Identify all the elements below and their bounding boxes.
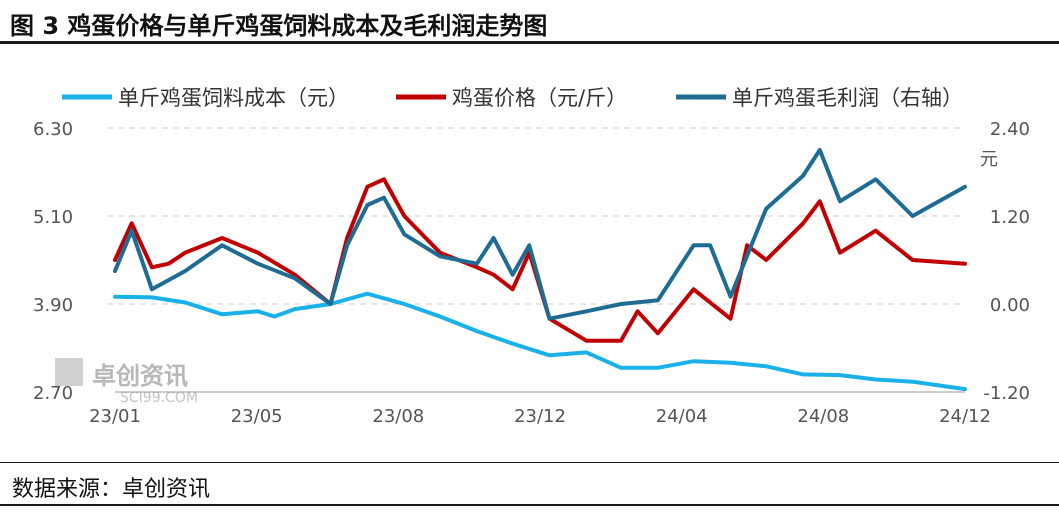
x-tick-label: 24/04 bbox=[656, 406, 708, 427]
x-tick-label: 24/12 bbox=[939, 406, 991, 427]
x-tick-label: 24/08 bbox=[797, 406, 849, 427]
watermark-logo-icon bbox=[55, 358, 83, 386]
data-source: 数据来源：卓创资讯 bbox=[12, 477, 211, 502]
legend-entry-label: 鸡蛋价格（元/斤） bbox=[452, 86, 627, 110]
legend-entry-label: 单斤鸡蛋饲料成本（元） bbox=[118, 86, 349, 110]
x-tick-label: 23/01 bbox=[89, 406, 141, 427]
series-line-2 bbox=[113, 177, 967, 343]
chart: 卓创资讯 SCI99.COM 6.30 5.10 3.90 2.70 2.40 1.20 0… bbox=[33, 86, 1030, 427]
watermark-text: 卓创资讯 bbox=[92, 362, 188, 390]
series-lines bbox=[113, 148, 967, 392]
y2-tick-label: 1.20 bbox=[990, 207, 1030, 228]
y-tick-label: 2.70 bbox=[33, 383, 73, 404]
figure-title: 图 3 鸡蛋价格与单斤鸡蛋饲料成本及毛利润走势图 bbox=[10, 12, 548, 40]
y-tick-label: 5.10 bbox=[33, 207, 73, 228]
axes: 6.30 5.10 3.90 2.70 2.40 1.20 0.00 -1.20 元 23/01 2… bbox=[33, 119, 1030, 427]
y-tick-label: 6.30 bbox=[33, 119, 73, 140]
x-tick-label: 23/05 bbox=[231, 406, 283, 427]
watermark: 卓创资讯 SCI99.COM bbox=[55, 358, 198, 406]
watermark-subtext: SCI99.COM bbox=[120, 390, 198, 406]
grid bbox=[107, 127, 965, 305]
y2-tick-label: 0.00 bbox=[990, 295, 1030, 316]
y2-unit-label: 元 bbox=[980, 149, 998, 170]
x-tick-label: 23/12 bbox=[514, 406, 566, 427]
figure-title-bar: 图 3 鸡蛋价格与单斤鸡蛋饲料成本及毛利润走势图 bbox=[0, 0, 1059, 44]
x-tick-label: 23/08 bbox=[372, 406, 424, 427]
y2-tick-label: -1.20 bbox=[983, 383, 1030, 404]
series-line-3 bbox=[113, 148, 967, 321]
legend: 单斤鸡蛋饲料成本（元） 鸡蛋价格（元/斤） 单斤鸡蛋毛利润（右轴） bbox=[62, 86, 963, 110]
y2-tick-label: 2.40 bbox=[990, 119, 1030, 140]
legend-entry-label: 单斤鸡蛋毛利润（右轴） bbox=[732, 86, 963, 110]
y-tick-label: 3.90 bbox=[33, 295, 73, 316]
series-line-1 bbox=[113, 291, 967, 392]
footer: 数据来源：卓创资讯 bbox=[0, 462, 1059, 506]
